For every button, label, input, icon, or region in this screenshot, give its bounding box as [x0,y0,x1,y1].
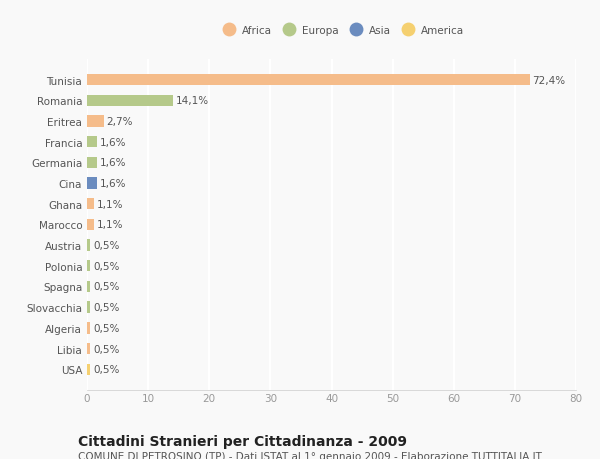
Text: COMUNE DI PETROSINO (TP) - Dati ISTAT al 1° gennaio 2009 - Elaborazione TUTTITAL: COMUNE DI PETROSINO (TP) - Dati ISTAT al… [78,451,542,459]
Text: Cittadini Stranieri per Cittadinanza - 2009: Cittadini Stranieri per Cittadinanza - 2… [78,434,407,448]
Bar [87,323,90,334]
Bar [87,364,90,375]
Text: 1,1%: 1,1% [97,220,123,230]
Bar [87,261,90,272]
Bar [87,199,94,210]
Bar [87,157,97,168]
Bar [87,95,173,106]
Bar [87,137,97,148]
Text: 1,6%: 1,6% [100,179,127,189]
Text: 0,5%: 0,5% [93,282,119,292]
Text: 72,4%: 72,4% [533,75,566,85]
Text: 2,7%: 2,7% [107,117,133,127]
Text: 1,1%: 1,1% [97,199,123,209]
Bar [87,343,90,354]
Text: 0,5%: 0,5% [93,241,119,251]
Text: 0,5%: 0,5% [93,364,119,375]
Text: 0,5%: 0,5% [93,261,119,271]
Bar [87,302,90,313]
Bar [87,219,94,230]
Bar [87,281,90,292]
Legend: Africa, Europa, Asia, America: Africa, Europa, Asia, America [214,22,469,40]
Bar [87,240,90,251]
Text: 14,1%: 14,1% [176,96,209,106]
Text: 0,5%: 0,5% [93,323,119,333]
Bar [87,178,97,189]
Text: 0,5%: 0,5% [93,344,119,354]
Text: 1,6%: 1,6% [100,158,127,168]
Text: 0,5%: 0,5% [93,302,119,313]
Text: 1,6%: 1,6% [100,137,127,147]
Bar [87,75,530,86]
Bar [87,116,104,127]
